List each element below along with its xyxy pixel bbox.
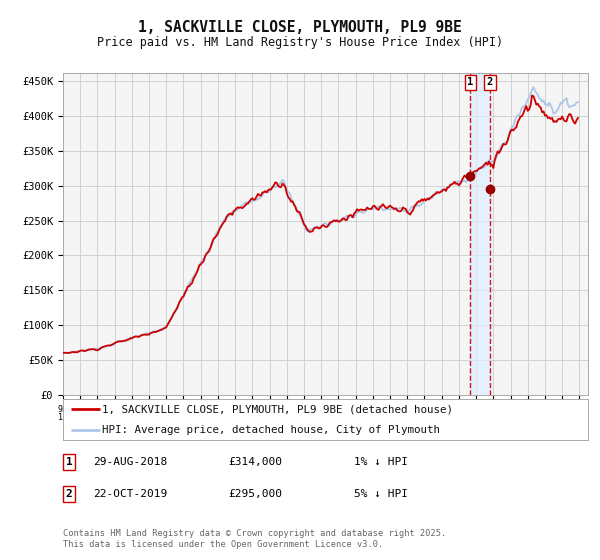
Text: 2: 2 [487, 77, 493, 87]
Text: 29-AUG-2018: 29-AUG-2018 [93, 457, 167, 467]
Text: 1: 1 [467, 77, 473, 87]
Text: £295,000: £295,000 [228, 489, 282, 499]
Text: Price paid vs. HM Land Registry's House Price Index (HPI): Price paid vs. HM Land Registry's House … [97, 36, 503, 49]
Text: Contains HM Land Registry data © Crown copyright and database right 2025.
This d: Contains HM Land Registry data © Crown c… [63, 529, 446, 549]
Text: 1% ↓ HPI: 1% ↓ HPI [354, 457, 408, 467]
Text: £314,000: £314,000 [228, 457, 282, 467]
Bar [470, 73, 490, 395]
Text: 1, SACKVILLE CLOSE, PLYMOUTH, PL9 9BE (detached house): 1, SACKVILLE CLOSE, PLYMOUTH, PL9 9BE (d… [103, 404, 454, 414]
Text: 1: 1 [65, 457, 73, 467]
Text: 5% ↓ HPI: 5% ↓ HPI [354, 489, 408, 499]
Text: 1, SACKVILLE CLOSE, PLYMOUTH, PL9 9BE: 1, SACKVILLE CLOSE, PLYMOUTH, PL9 9BE [138, 20, 462, 35]
Text: HPI: Average price, detached house, City of Plymouth: HPI: Average price, detached house, City… [103, 424, 440, 435]
Text: 2: 2 [65, 489, 73, 499]
Text: 22-OCT-2019: 22-OCT-2019 [93, 489, 167, 499]
